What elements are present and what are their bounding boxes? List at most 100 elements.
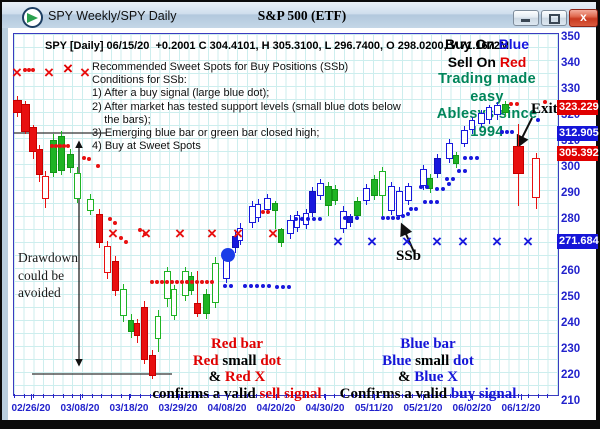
axis-major-tick [472,394,473,400]
drawdown-line: avoided [18,285,61,300]
axis-minor-tick [43,394,44,398]
candle-blue-hollow [419,168,427,186]
support-dot [391,216,395,221]
axis-major-tick [227,394,228,400]
axis-minor-tick [538,394,539,398]
legend-line: Red bar [147,336,327,353]
sell-x-mark: × [233,223,243,243]
candle-green-filled [57,135,65,171]
text-segment: Blue [382,352,412,369]
axis-minor-tick [150,394,151,398]
support-dot [463,155,467,160]
candle-red-filled [193,303,201,314]
axis-minor-tick [470,394,471,398]
text-segment: Red [499,53,527,70]
axis-major-tick [521,394,522,400]
quote-info-line: SPY [Daily] 06/15/20 +0.2001 C 304.4101,… [45,40,510,52]
y-axis-label: 280 [561,213,581,225]
banner-tagline-1: Trading made easy [420,71,554,106]
title-bar[interactable]: SPY Weekly/SPY Daily S&P 500 (ETF) x [2,2,598,29]
candle-blue-filled [433,157,441,174]
date-label: 04/30/20 [305,403,345,414]
sell-dot [87,156,91,161]
text-segment: Blue X [414,369,458,385]
text-segment: Red X [224,369,266,385]
axis-minor-tick [266,394,267,398]
sell-x-mark: × [44,62,54,82]
date-label: 03/08/20 [60,403,100,414]
text-segment: dot [453,352,474,369]
date-label: 05/11/20 [354,403,394,414]
minimize-button[interactable] [513,10,539,26]
date-label: 06/12/20 [501,403,541,414]
support-dot [281,285,285,290]
sell-x-mark: × [207,223,217,243]
axis-minor-tick [286,394,287,398]
support-dot [381,216,385,221]
sell-dot [138,228,142,233]
promo-banner: Buy On Blue Sell On Red Trading made eas… [420,36,554,141]
axis-minor-tick [72,394,73,398]
sell-dot [210,280,214,285]
note-line: Recommended Sweet Spots for Buy Position… [92,61,349,73]
text-segment: small [218,352,261,369]
axis-minor-tick [140,394,141,398]
axis-minor-tick [24,394,25,398]
sell-dot [170,280,174,285]
candle-green-hollow [163,271,171,299]
note-line: 2) After market has tested support level… [92,100,401,113]
sell-dot [150,280,154,285]
axis-minor-tick [412,394,413,398]
candle-green-filled [501,104,509,114]
candle-green-filled [324,185,332,206]
support-dot [275,285,279,290]
support-dot [401,214,405,219]
support-dot [510,129,514,134]
axis-minor-tick [237,394,238,398]
axis-minor-tick [256,394,257,398]
plot-area[interactable] [13,33,559,396]
axis-minor-tick [518,394,519,398]
axis-major-tick [80,394,81,400]
sell-dot [175,280,179,285]
sell-dot [124,240,128,245]
support-dot [406,212,410,217]
candle-blue-hollow [404,185,412,201]
axis-minor-tick [509,394,510,398]
candle-blue-hollow [460,129,468,144]
support-dot [423,199,427,204]
y-axis-label: 250 [561,291,581,303]
axis-minor-tick [528,394,529,398]
close-icon: x [580,10,587,24]
text-segment: dot [260,352,282,369]
date-label: 02/26/20 [11,403,51,414]
candle-green-filled [278,229,284,244]
candle-blue-hollow [286,220,294,235]
price-badge: 305.392 [557,145,599,161]
price-badge: 323.229 [557,99,599,115]
drawdown-line: Drawdown [18,250,78,265]
buy-x-mark: × [492,232,502,252]
axis-minor-tick [53,394,54,398]
support-dot [475,155,479,160]
support-dot [312,216,316,221]
support-dot [249,284,253,289]
support-dot [229,284,233,289]
support-dot [419,184,423,189]
sell-dot [515,102,519,107]
candle-wick [274,200,276,230]
banner-buy-on-blue: Buy On Blue [420,36,554,54]
axis-minor-tick [499,394,500,398]
axis-minor-tick [324,394,325,398]
axis-minor-tick [450,394,451,398]
candle-blue-hollow [316,182,324,196]
candle-green-filled [427,177,433,189]
close-button[interactable]: x [569,9,598,27]
restore-button[interactable] [541,10,567,26]
candle-red-filled [111,261,119,292]
axis-minor-tick [363,394,364,398]
axis-minor-tick [402,394,403,398]
candle-blue-hollow [294,215,300,229]
candle-green-hollow [86,198,94,211]
text-segment: Trading made easy [438,71,536,105]
